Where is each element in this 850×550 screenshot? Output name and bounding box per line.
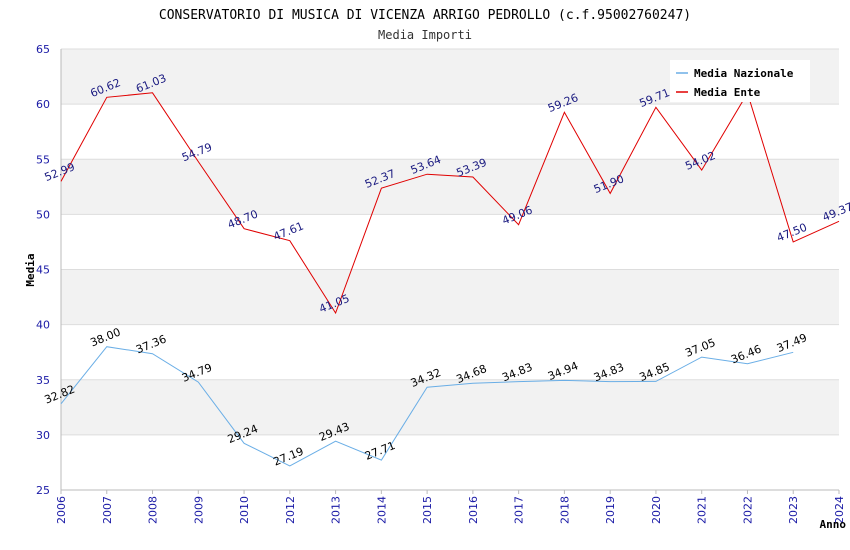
x-tick-label: 2023 xyxy=(787,496,800,524)
grid-band xyxy=(61,159,839,215)
y-tick-labels: 25 30 35 40 45 50 55 60 65 xyxy=(36,43,50,497)
legend-entry: Media Nazionale xyxy=(694,67,794,80)
x-tick-label: 2015 xyxy=(421,496,434,524)
chart-title: CONSERVATORIO DI MUSICA DI VICENZA ARRIG… xyxy=(159,8,691,23)
y-tick-label: 35 xyxy=(36,374,50,387)
grid-bands xyxy=(61,49,839,490)
x-tick-label: 2024 xyxy=(833,496,846,524)
chart-subtitle: Media Importi xyxy=(378,28,472,42)
y-tick-label: 55 xyxy=(36,153,50,166)
x-tick-label: 2018 xyxy=(558,496,571,524)
x-tick-label: 2020 xyxy=(650,496,663,524)
x-tick-label: 2007 xyxy=(101,496,114,524)
x-tick-label: 2019 xyxy=(604,496,617,524)
x-tick-label: 2009 xyxy=(192,496,205,524)
y-tick-label: 30 xyxy=(36,429,50,442)
x-tick-label: 2010 xyxy=(238,496,251,524)
grid-band xyxy=(61,324,839,380)
y-tick-label: 60 xyxy=(36,98,50,111)
y-tick-label: 25 xyxy=(36,484,50,497)
series-lines xyxy=(60,91,840,467)
y-tick-label: 45 xyxy=(36,264,50,277)
legend: Media Nazionale Media Ente xyxy=(670,60,810,102)
series-line-nazionale xyxy=(60,346,794,467)
x-tick-labels: 2006 2007 2008 2009 2010 2012 2013 2014 2015 2016… xyxy=(55,496,846,524)
x-tick-label: 2006 xyxy=(55,496,68,524)
grid-band xyxy=(61,434,839,490)
grid-band xyxy=(61,379,839,435)
legend-box xyxy=(670,60,810,102)
x-tick-label: 2013 xyxy=(330,496,343,524)
axes xyxy=(60,49,840,494)
y-axis-label: Media xyxy=(24,253,37,286)
x-axis-label: Anno xyxy=(820,518,847,531)
grid-band xyxy=(61,269,839,325)
x-tick-label: 2008 xyxy=(147,496,160,524)
y-tick-label: 40 xyxy=(36,319,50,332)
x-tick-label: 2021 xyxy=(696,496,709,524)
x-tick-label: 2017 xyxy=(513,496,526,524)
x-tick-label: 2016 xyxy=(467,496,480,524)
series-line-ente xyxy=(60,91,840,315)
grid-band xyxy=(61,214,839,270)
y-tick-label: 50 xyxy=(36,208,50,221)
x-tick-label: 2012 xyxy=(284,496,297,524)
grid-band xyxy=(61,104,839,160)
x-tick-label: 2014 xyxy=(375,496,388,524)
y-tick-label: 65 xyxy=(36,43,50,56)
x-tick-label: 2022 xyxy=(741,496,754,524)
legend-entry: Media Ente xyxy=(694,86,761,99)
